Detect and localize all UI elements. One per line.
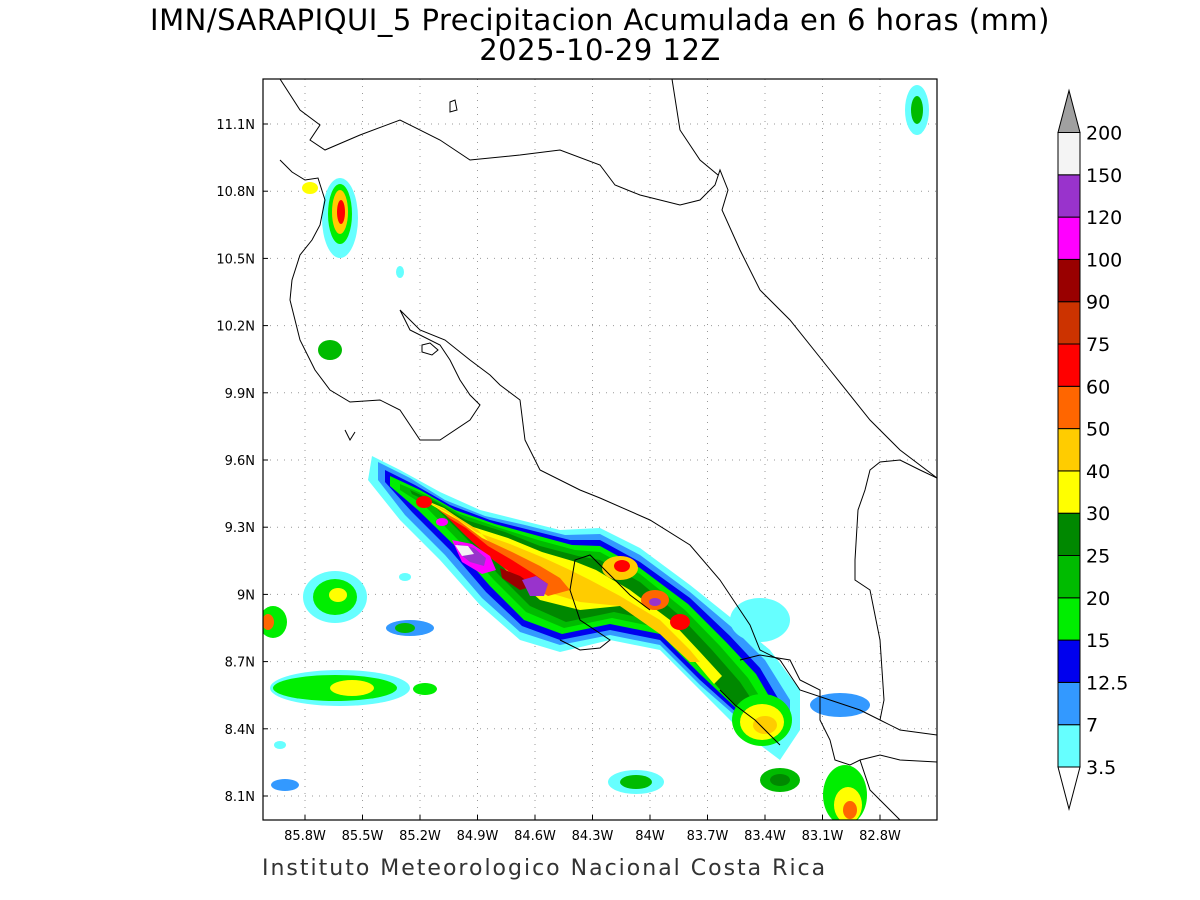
rain-cell-pacific-6b [620, 775, 652, 789]
rain-cell-east-blue [810, 693, 870, 717]
colorbar-label: 60 [1086, 376, 1110, 398]
colorbar-swatch [1057, 555, 1081, 599]
lat-label: 10.8N [216, 185, 255, 200]
colorbar-label: 20 [1086, 588, 1110, 610]
footer-credit: Instituto Meteorologico Nacional Costa R… [262, 856, 828, 881]
colorbar-label: 40 [1086, 461, 1110, 483]
rain-cell-nw-1d [337, 200, 345, 224]
rain-cell-pacific-1c [330, 680, 374, 696]
rain-cell-east-cyan [730, 598, 790, 642]
lon-label: 84W [635, 829, 665, 844]
colorbar-label: 120 [1086, 207, 1122, 229]
colorbar-label: 90 [1086, 292, 1110, 314]
map-title: IMN/SARAPIQUI_5 Precipitacion Acumulada … [150, 3, 1050, 37]
rain-cell-nw-2 [302, 182, 318, 194]
map-frame [262, 78, 938, 821]
lon-label: 84.9W [457, 829, 499, 844]
lat-label: 8.4N [225, 723, 255, 738]
lon-label: 83.7W [687, 829, 729, 844]
colorbar-swatch [1057, 470, 1081, 514]
rain-cell-east-1b [614, 560, 630, 572]
colorbar-label: 75 [1086, 334, 1110, 356]
lat-label: 9.6N [225, 454, 255, 469]
lat-label: 9.3N [225, 521, 255, 536]
rain-cell-pacific-4b [263, 614, 274, 630]
lon-label: 84.3W [572, 829, 614, 844]
colorbar-swatch [1057, 597, 1081, 641]
lon-label: 85.5W [342, 829, 384, 844]
lat-label: 9N [237, 588, 255, 603]
rain-cell-se-c [843, 801, 857, 819]
colorbar-swatch [1057, 385, 1081, 430]
rain-cell-pacific-3b [395, 623, 415, 633]
rain-cell-pacific-7 [271, 779, 299, 791]
colorbar-swatch [1057, 428, 1081, 472]
coastlines [279, 79, 937, 820]
colorbar-label: 7 [1086, 715, 1098, 737]
rain-cell-pacific-4 [263, 606, 287, 638]
rain-cell-pacific-5 [413, 683, 437, 695]
colorbar-label: 150 [1086, 165, 1122, 187]
lon-label: 83.4W [744, 829, 786, 844]
rain-cell-osa-c [753, 716, 777, 734]
colorbar-label: 50 [1086, 419, 1110, 441]
rain-cell-nw-3 [318, 340, 342, 360]
lon-label: 83.1W [802, 829, 844, 844]
colorbar-label: 200 [1086, 123, 1122, 145]
colorbar-swatch [1057, 343, 1081, 387]
rain-cell-pacific-8 [399, 573, 411, 581]
lat-label: 9.9N [225, 387, 255, 402]
rain-cell-pacific-2c [329, 588, 347, 602]
colorbar: 3.5 7 12.5 15 20 25 30 40 50 60 75 90 100 120 150 200 [1057, 88, 1128, 811]
rain-cell-nw-4 [396, 266, 404, 278]
rain-band-darkorange [436, 508, 570, 596]
lat-label: 10.2N [216, 320, 255, 335]
lon-label: 85.8W [284, 829, 326, 844]
colorbar-swatch [1057, 258, 1081, 303]
rain-band-orange [428, 502, 700, 662]
lon-label: 85.2W [399, 829, 441, 844]
colorbar-swatch [1057, 639, 1081, 683]
lat-label: 8.7N [225, 656, 255, 671]
colorbar-label: 25 [1086, 546, 1110, 568]
colorbar-top-arrow [1057, 88, 1081, 133]
longitude-labels: 85.8W 85.5W 85.2W 84.9W 84.6W 84.3W 84W 83.7W 83… [284, 815, 901, 844]
colorbar-label: 30 [1086, 503, 1110, 525]
colorbar-swatch [1057, 301, 1081, 345]
rain-core-magenta-2 [436, 518, 448, 526]
lat-label: 11.1N [216, 118, 255, 133]
colorbar-swatch [1057, 216, 1081, 260]
colorbar-label: 15 [1086, 630, 1110, 652]
colorbar-label: 3.5 [1086, 757, 1116, 779]
colorbar-label: 12.5 [1086, 672, 1128, 694]
latitude-labels: 11.1N 10.8N 10.5N 10.2N 9.9N 9.6N 9.3N 9N 8.7N 8.… [216, 118, 268, 805]
rain-cell-east-3 [670, 614, 690, 630]
rain-core-purple-2 [522, 576, 548, 596]
colorbar-bottom-arrow [1057, 766, 1081, 811]
lat-label: 8.1N [225, 790, 255, 805]
rain-cell-pacific-9 [274, 741, 286, 749]
lat-label: 10.5N [216, 252, 255, 267]
rain-core-white [455, 545, 474, 556]
colorbar-swatch [1057, 724, 1081, 768]
colorbar-swatch [1057, 174, 1081, 218]
lon-label: 82.8W [859, 829, 901, 844]
rain-cell-ne-b [911, 96, 923, 124]
precipitation-field [263, 85, 929, 820]
colorbar-swatch [1057, 512, 1081, 557]
colorbar-swatch [1057, 681, 1081, 726]
rain-cell-east-2b [649, 598, 661, 606]
rain-core-red-2 [416, 496, 432, 508]
rain-band-red [446, 516, 548, 590]
rain-cell-osa-2b [770, 774, 790, 786]
map-date: 2025-10-29 12Z [479, 33, 721, 67]
lon-label: 84.6W [514, 829, 556, 844]
colorbar-label: 100 [1086, 249, 1122, 271]
colorbar-swatch [1057, 132, 1081, 176]
